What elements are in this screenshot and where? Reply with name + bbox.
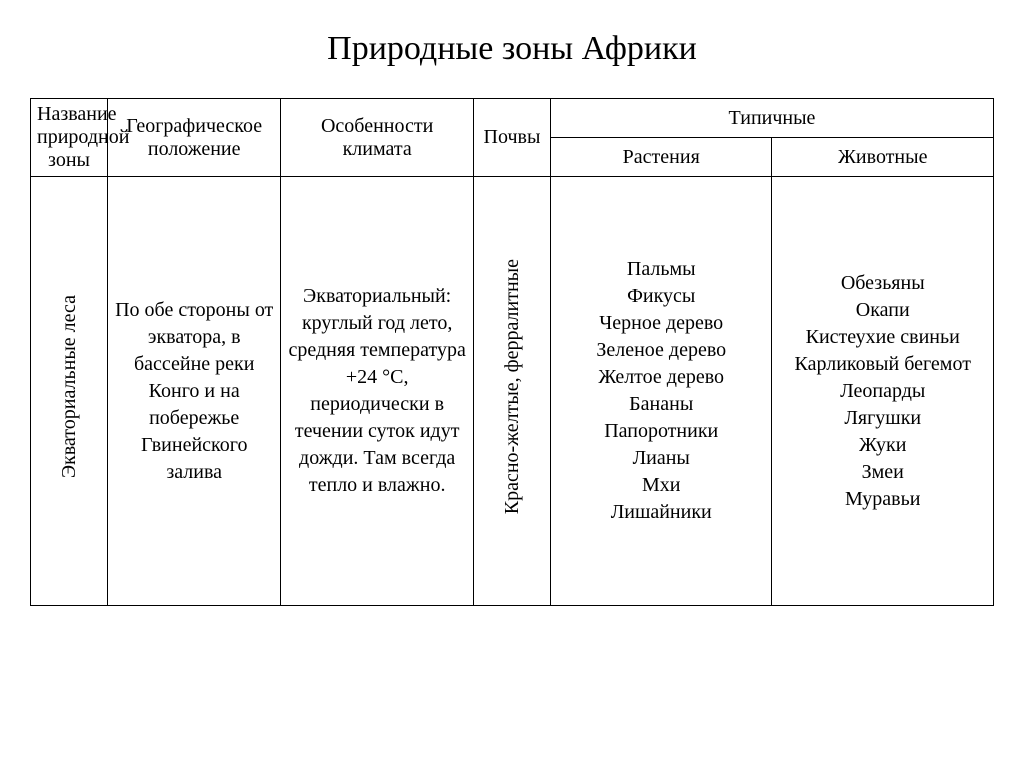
header-typical: Типичные: [550, 99, 993, 138]
zones-table: Название природной зоны Географическое п…: [30, 98, 994, 606]
cell-soil: Красно-желтые, ферралитные: [473, 177, 550, 606]
soil-text: Красно-желтые, ферралитные: [500, 251, 524, 522]
cell-animals: ОбезьяныОкапиКистеухие свиньиКарликовый …: [772, 177, 994, 606]
animal-item: Леопарды: [840, 378, 925, 405]
plant-item: Пальмы: [627, 256, 696, 283]
plant-item: Бананы: [629, 391, 693, 418]
header-soil: Почвы: [473, 99, 550, 177]
plant-item: Мхи: [642, 472, 681, 499]
header-geo: Географическое положение: [108, 99, 281, 177]
plant-item: Зеленое дерево: [596, 337, 726, 364]
cell-climate: Экваториальный: круглый год лето, средня…: [281, 177, 474, 606]
animal-item: Жуки: [859, 432, 906, 459]
zone-name: Экваториальные леса: [57, 287, 81, 486]
cell-geo: По обе стороны от экватора, в бассейне р…: [108, 177, 281, 606]
animal-item: Змеи: [862, 459, 904, 486]
animal-item: Муравьи: [845, 486, 920, 513]
page-title: Природные зоны Африки: [30, 30, 994, 68]
plant-item: Черное дерево: [599, 310, 723, 337]
animal-item: Обезьяны: [841, 270, 925, 297]
cell-zone: Экваториальные леса: [31, 177, 108, 606]
animal-item: Лягушки: [844, 405, 921, 432]
plant-item: Папоротники: [604, 418, 718, 445]
header-zone: Название природной зоны: [31, 99, 108, 177]
animal-item: Окапи: [856, 297, 910, 324]
plant-item: Лианы: [633, 445, 690, 472]
animal-item: Кистеухие свиньи: [806, 324, 960, 351]
plant-item: Желтое дерево: [598, 364, 724, 391]
header-plants: Растения: [550, 138, 771, 177]
table-row: Экваториальные леса По обе стороны от эк…: [31, 177, 994, 606]
animal-item: Карликовый бегемот: [795, 351, 971, 378]
plant-item: Лишайники: [611, 499, 712, 526]
header-animals: Животные: [772, 138, 994, 177]
header-climate: Особенности климата: [281, 99, 474, 177]
plant-item: Фикусы: [627, 283, 695, 310]
cell-plants: ПальмыФикусыЧерное деревоЗеленое деревоЖ…: [550, 177, 771, 606]
